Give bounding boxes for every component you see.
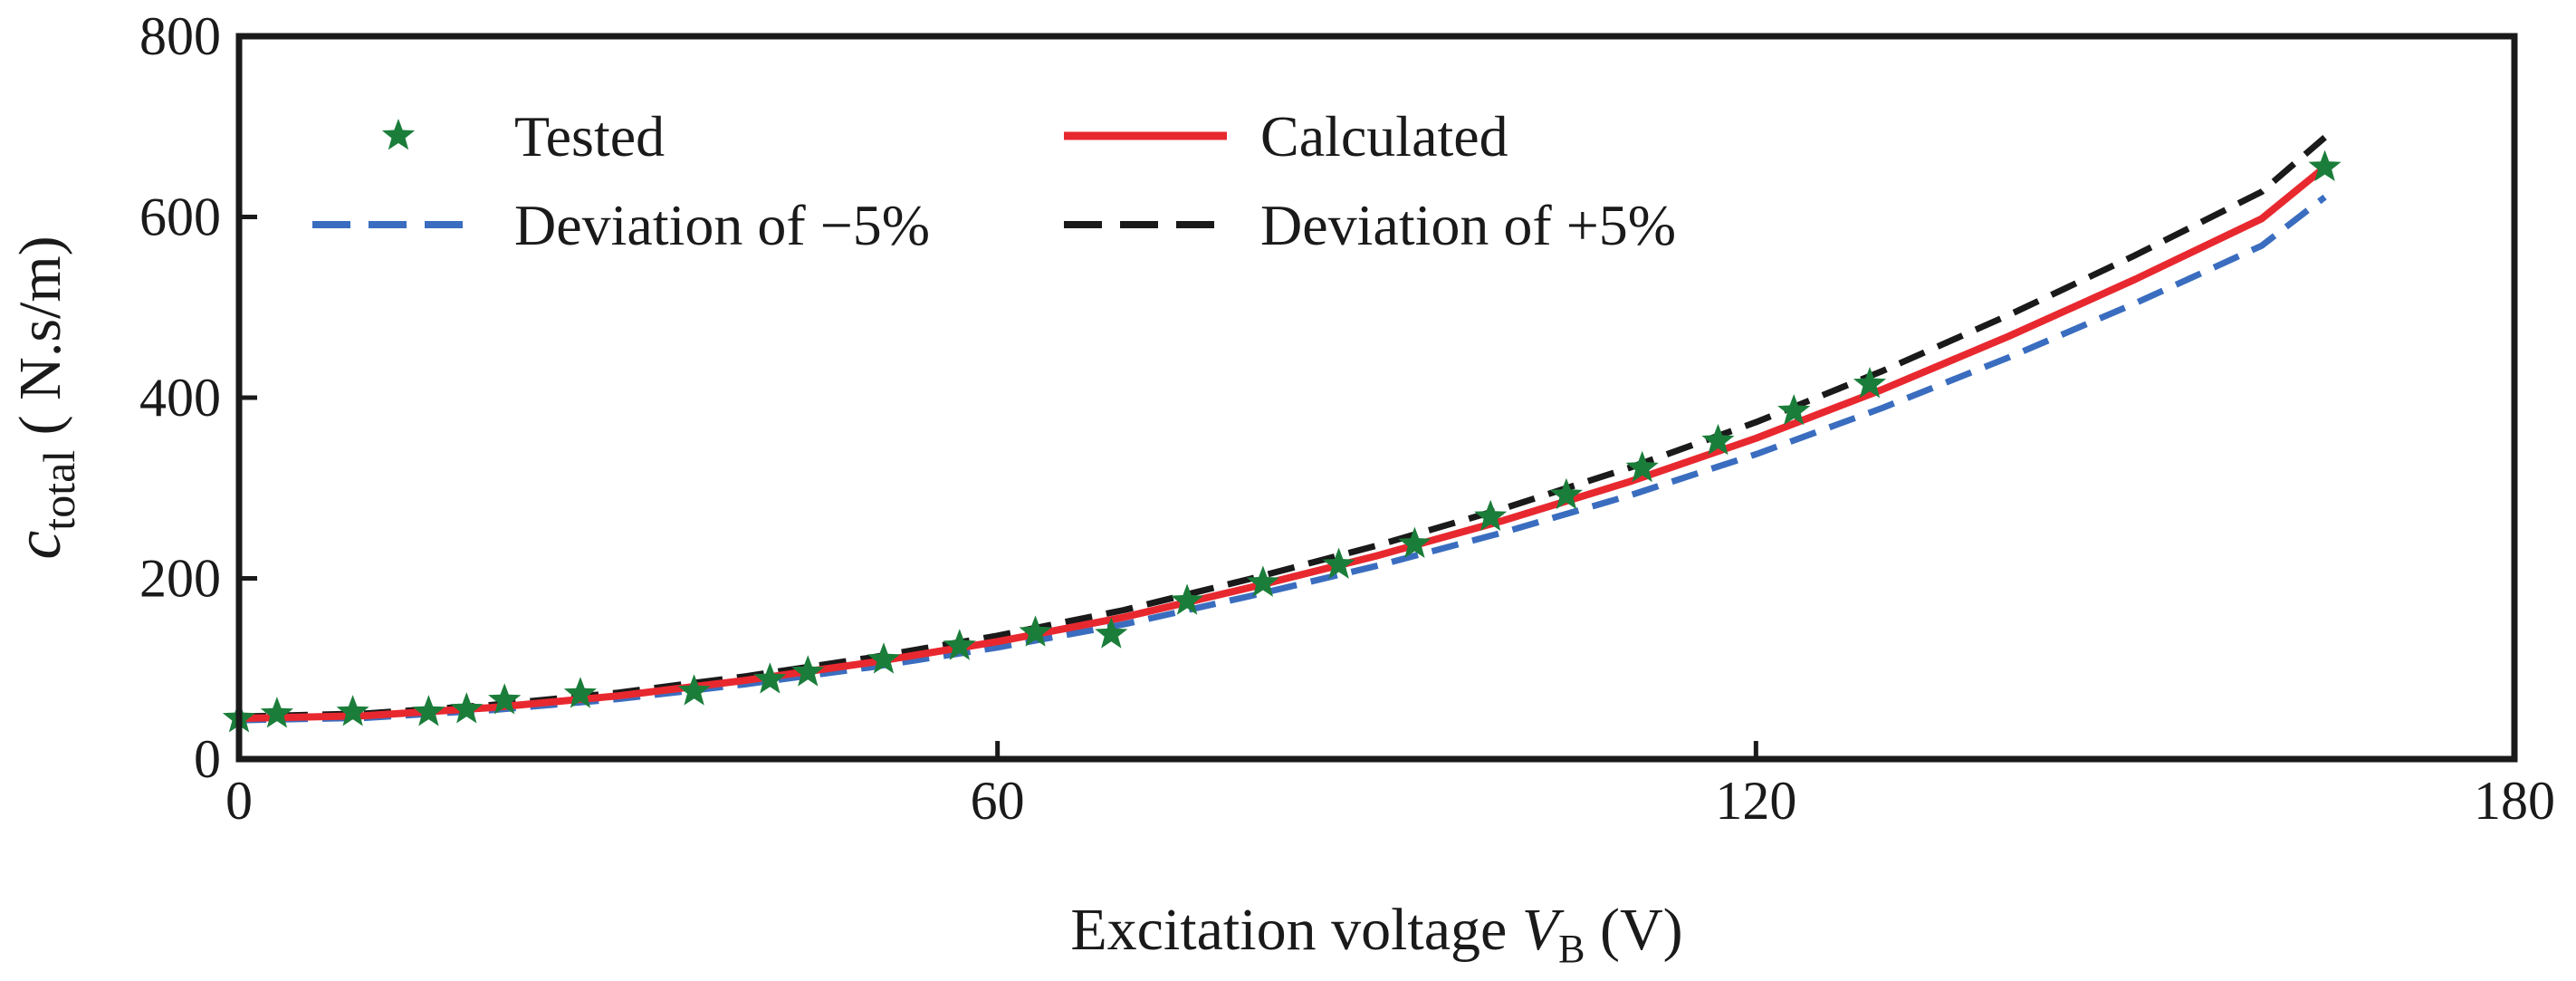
data-point-tested <box>450 692 484 724</box>
y-tick-label: 200 <box>139 549 221 609</box>
data-point-tested <box>1853 367 1887 399</box>
x-tick-label: 180 <box>2474 771 2555 831</box>
data-point-tested <box>563 677 597 708</box>
data-point-tested <box>1777 394 1811 426</box>
data-point-tested <box>336 695 369 726</box>
data-point-tested <box>1246 565 1279 597</box>
x-axis-title: Excitation voltage VB (V) <box>1070 897 1682 971</box>
data-point-tested <box>791 655 825 687</box>
legend-item-minus-5: Deviation of −5% <box>312 193 930 257</box>
axes-frame <box>235 33 2518 763</box>
data-point-tested <box>488 683 522 715</box>
data-point-tested <box>1322 547 1355 579</box>
series-line-calculated <box>238 164 2328 723</box>
data-point-tested <box>1549 477 1583 510</box>
plot-area <box>222 135 2341 733</box>
legend-item-tested: Tested <box>381 104 665 168</box>
data-point-tested <box>260 697 293 728</box>
y-tick-label: 600 <box>139 188 221 247</box>
legend: Tested Calculated Deviation of −5% Devia… <box>312 104 1676 257</box>
data-point-tested <box>867 642 901 674</box>
data-point-tested <box>943 629 976 660</box>
legend-label-calculated: Calculated <box>1260 104 1508 168</box>
data-point-tested <box>1701 423 1735 456</box>
data-point-tested <box>1019 615 1052 647</box>
data-point-tested <box>1095 617 1128 649</box>
x-tick-label: 120 <box>1715 771 1796 831</box>
tick-labels: 0 60 120 180 0 200 400 600 800 <box>139 6 2555 831</box>
legend-label-tested: Tested <box>514 104 665 168</box>
data-point-tested <box>1171 583 1204 615</box>
data-point-tested <box>1625 450 1659 483</box>
x-tick-label: 60 <box>971 771 1025 831</box>
y-tick-label: 400 <box>139 368 221 428</box>
data-point-tested <box>753 662 787 694</box>
x-tick-label: 0 <box>225 771 253 831</box>
data-point-tested <box>677 674 711 706</box>
y-tick-label: 0 <box>194 729 221 789</box>
legend-item-calculated: Calculated <box>1064 104 1508 168</box>
y-tick-label: 800 <box>139 6 221 66</box>
data-point-tested <box>2308 149 2341 181</box>
data-point-tested <box>412 695 445 726</box>
data-point-tested <box>1398 526 1432 558</box>
y-axis-title: ctotal ( N.s/m) <box>2 236 84 559</box>
legend-label-plus-5: Deviation of +5% <box>1260 193 1676 257</box>
data-point-tested <box>1474 499 1508 531</box>
legend-star-icon <box>381 119 416 150</box>
legend-item-plus-5: Deviation of +5% <box>1064 193 1676 257</box>
legend-label-minus-5: Deviation of −5% <box>514 193 930 257</box>
